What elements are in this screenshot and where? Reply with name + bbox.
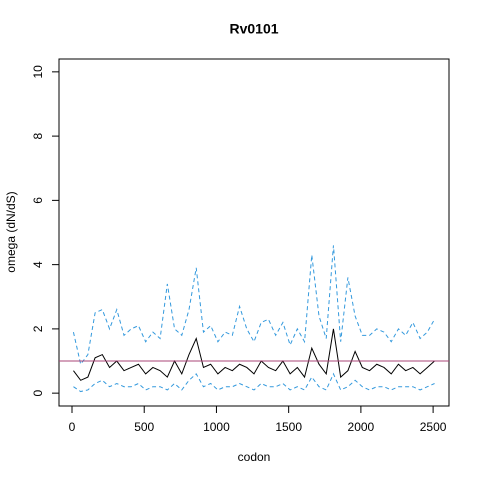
series-line xyxy=(73,328,435,381)
y-tick-label: 10 xyxy=(31,65,45,79)
y-tick-label: 0 xyxy=(31,389,45,396)
chart-title: Rv0101 xyxy=(229,21,278,37)
y-axis-label: omega (dN/dS) xyxy=(4,191,18,272)
series-line xyxy=(72,245,435,366)
x-tick-label: 500 xyxy=(134,420,154,434)
x-tick-label: 1500 xyxy=(275,420,302,434)
x-tick-label: 1000 xyxy=(203,420,230,434)
series-line xyxy=(73,372,435,393)
y-tick-label: 8 xyxy=(31,132,45,139)
y-tick-label: 2 xyxy=(31,325,45,332)
x-tick-label: 2000 xyxy=(348,420,375,434)
y-tick-label: 6 xyxy=(31,197,45,204)
y-tick-label: 4 xyxy=(31,261,45,268)
x-tick-label: 0 xyxy=(69,420,76,434)
x-axis-label: codon xyxy=(238,450,271,464)
plot-box xyxy=(58,58,450,407)
x-tick-label: 2500 xyxy=(420,420,447,434)
